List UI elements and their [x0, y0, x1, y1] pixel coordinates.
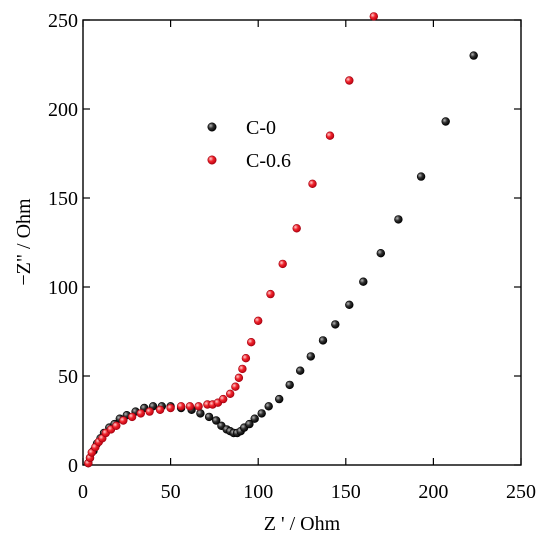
data-point	[176, 402, 186, 411]
y-tick-label: 250	[48, 10, 78, 32]
legend-label: C-0	[246, 117, 276, 139]
plot-frame	[82, 19, 522, 466]
data-point	[136, 409, 146, 418]
data-point	[155, 405, 165, 414]
data-point	[416, 172, 426, 181]
data-point	[441, 117, 450, 126]
data-point	[194, 402, 203, 411]
data-point	[204, 412, 214, 422]
data-point	[166, 403, 175, 413]
data-point	[257, 409, 266, 418]
data-point	[376, 249, 385, 258]
data-point	[359, 277, 368, 286]
data-point	[394, 215, 403, 224]
data-point	[112, 421, 121, 430]
series-c-0	[84, 51, 478, 468]
legend-marker	[207, 155, 217, 165]
legend-marker	[207, 122, 217, 132]
data-point	[345, 76, 354, 85]
y-tick-label: 150	[48, 188, 78, 210]
data-point	[285, 380, 294, 390]
data-point	[226, 389, 235, 398]
data-point	[145, 407, 154, 416]
data-point	[275, 394, 284, 404]
data-point	[345, 300, 354, 309]
data-point	[196, 409, 205, 418]
legend: C-0 C-0.6	[207, 117, 291, 172]
data-point	[306, 352, 315, 361]
x-tick-label: 50	[161, 481, 181, 503]
series-c-0-6	[84, 12, 378, 468]
data-point	[212, 416, 221, 425]
x-tick-label: 250	[506, 481, 536, 503]
data-point	[292, 224, 301, 233]
data-point	[325, 131, 335, 140]
data-point	[469, 51, 478, 60]
y-tick-label: 100	[48, 277, 78, 299]
y-tick-label: 0	[68, 455, 78, 477]
axis-ticks	[82, 19, 522, 466]
data-point	[278, 259, 287, 269]
x-tick-label: 0	[78, 481, 88, 503]
data-point	[241, 354, 251, 363]
data-point	[331, 320, 340, 329]
legend-label: C-0.6	[246, 150, 291, 172]
y-axis-label: −Z" / Ohm	[13, 198, 35, 286]
data-point	[234, 373, 244, 382]
data-point	[264, 402, 273, 411]
data-point	[245, 419, 254, 429]
data-point	[127, 412, 137, 422]
data-point	[250, 414, 259, 423]
data-points	[84, 12, 478, 468]
data-point	[247, 338, 256, 347]
x-axis-label: Z ' / Ohm	[264, 513, 341, 535]
data-point	[369, 12, 378, 21]
data-point	[296, 366, 305, 375]
data-point	[254, 316, 263, 325]
axis-tick-labels: 0 50 100 150 200 250 0 50 100 150 200 250	[48, 10, 536, 503]
y-tick-label: 50	[58, 366, 78, 388]
y-tick-label: 200	[48, 99, 78, 121]
x-tick-label: 100	[243, 481, 273, 503]
x-tick-label: 200	[418, 481, 448, 503]
data-point	[318, 336, 328, 345]
data-point	[308, 179, 317, 189]
data-point	[266, 289, 275, 299]
data-point	[185, 402, 195, 411]
x-tick-label: 150	[331, 481, 361, 503]
data-point	[231, 382, 240, 391]
data-point	[238, 364, 247, 374]
data-point	[119, 416, 128, 425]
data-point	[219, 394, 228, 404]
